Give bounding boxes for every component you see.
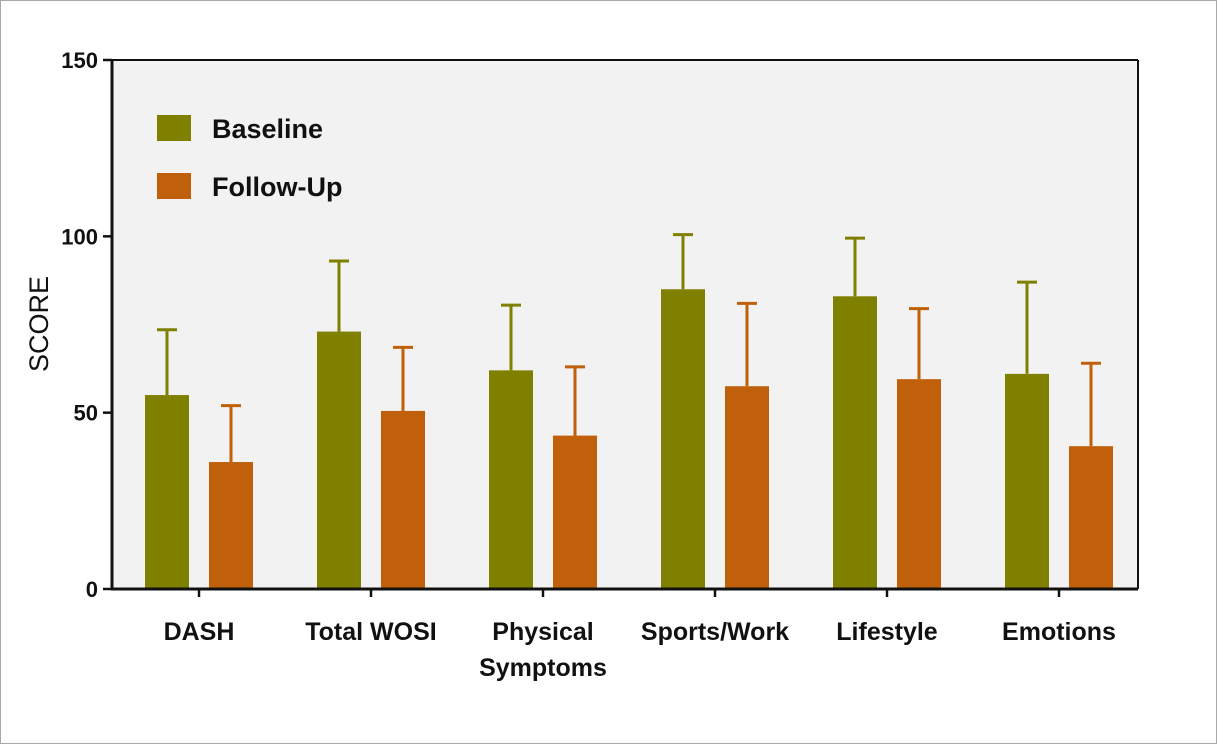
- y-tick-label: 150: [61, 48, 98, 73]
- bar-baseline-1: [145, 395, 189, 589]
- bar-baseline-2: [317, 331, 361, 589]
- y-tick-label: 100: [61, 224, 98, 249]
- y-tick-label: 0: [86, 577, 98, 602]
- bar-follow-up-4: [725, 386, 769, 589]
- legend-swatch-follow-up: [157, 173, 191, 199]
- bar-baseline-3: [489, 370, 533, 589]
- bar-follow-up-3: [553, 435, 597, 589]
- plot-area: [112, 60, 1138, 589]
- bar-follow-up-2: [381, 410, 425, 589]
- bar-follow-up-6: [1069, 446, 1113, 589]
- axes-layer: DASH Total WOSI Physical Symptoms Sports/Wor…: [61, 48, 1139, 682]
- y-tick-label: 50: [74, 401, 98, 426]
- x-tick-label: Sports/Work: [641, 618, 789, 646]
- x-tick-label: Emotions: [1002, 618, 1116, 646]
- y-axis-label: SCORE: [24, 276, 54, 372]
- bar-follow-up-1: [209, 462, 253, 589]
- bar-baseline-6: [1005, 373, 1049, 589]
- x-tick-label: Total WOSI: [305, 618, 436, 646]
- bars-layer: [145, 233, 1113, 589]
- legend: Baseline Follow-Up: [157, 114, 342, 202]
- bar-baseline-4: [661, 289, 705, 589]
- x-tick-label: Physical: [492, 618, 593, 646]
- bar-baseline-5: [833, 296, 877, 589]
- x-tick-label: Lifestyle: [836, 618, 938, 646]
- legend-swatch-baseline: [157, 115, 191, 141]
- x-tick-label: Symptoms: [479, 654, 607, 682]
- bar-follow-up-5: [897, 379, 941, 589]
- legend-label: Follow-Up: [212, 172, 342, 202]
- x-tick-label: DASH: [164, 618, 235, 646]
- legend-label: Baseline: [212, 114, 323, 144]
